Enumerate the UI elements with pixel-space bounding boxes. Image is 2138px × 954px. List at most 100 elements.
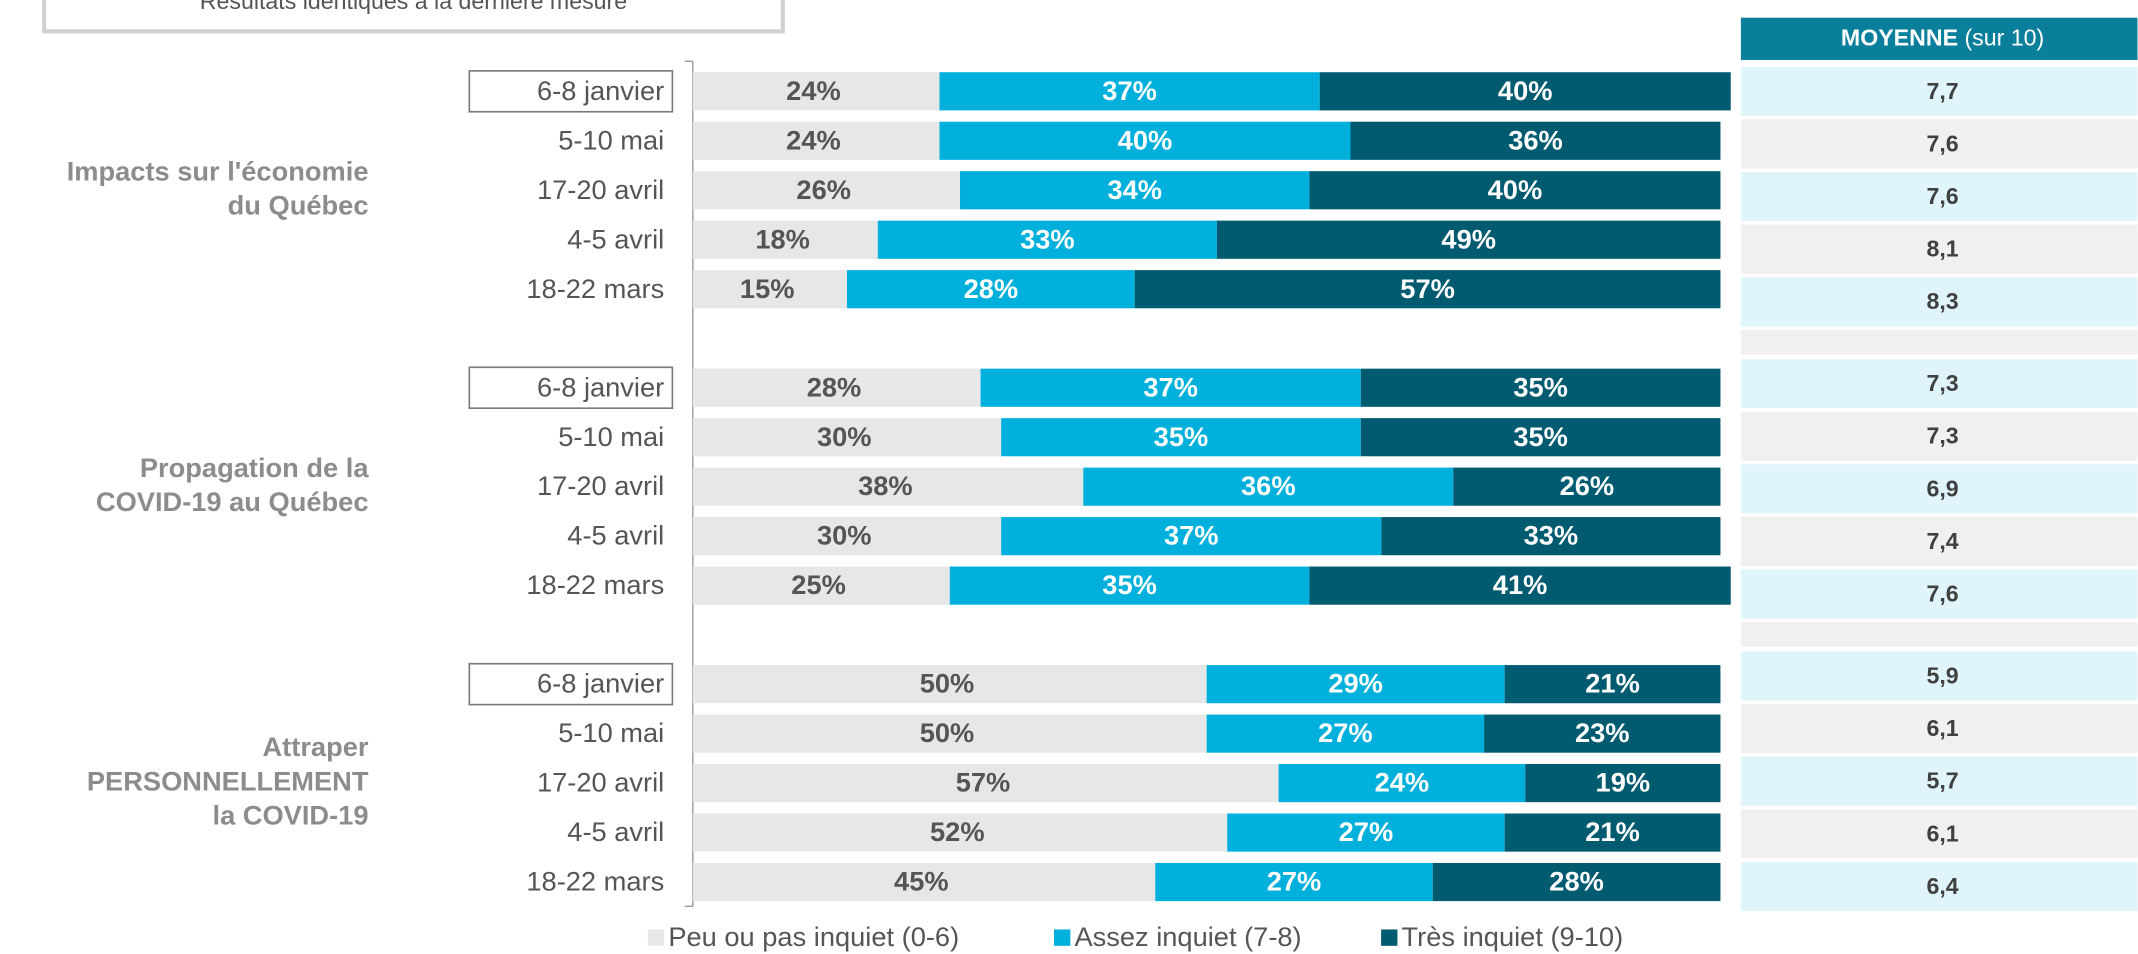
bar-value-label: 33% [1020, 223, 1075, 254]
bar-value-label: 35% [1513, 421, 1568, 452]
mean-value: 6,1 [1926, 820, 1958, 846]
bar-value-label: 37% [1164, 520, 1219, 551]
bar-segment [1134, 270, 1721, 309]
bar-value-label: 18% [755, 223, 810, 254]
bar-value-label: 19% [1596, 767, 1651, 798]
mean-cell [1740, 861, 2138, 911]
bar-segment [692, 813, 1228, 852]
category-box [468, 70, 674, 113]
note-box [42, 0, 785, 34]
legend-swatch [647, 929, 665, 946]
category-label: 17-20 avril [537, 767, 664, 798]
bar-value-label: 26% [1560, 470, 1615, 501]
bar-value-label: 33% [1524, 520, 1579, 551]
mean-cell [1740, 516, 2138, 566]
bar-segment [877, 220, 1217, 259]
mean-value: 7,6 [1926, 130, 1958, 156]
bar-segment [1278, 764, 1526, 803]
bar-value-label: 40% [1488, 174, 1543, 205]
mean-cell [1740, 756, 2138, 806]
bar-segment [692, 72, 940, 111]
category-label: 4-5 avril [567, 223, 664, 254]
mean-cell [1740, 809, 2138, 859]
group-label: Attraper [262, 731, 368, 762]
bar-value-label: 50% [920, 668, 975, 699]
mean-cell [1740, 119, 2138, 169]
bar-segment [692, 121, 940, 160]
bar-value-label: 24% [786, 124, 841, 155]
group-label: Impacts sur l'économie [67, 155, 369, 186]
bar-value-label: 35% [1513, 371, 1568, 402]
bar-value-label: 24% [1375, 767, 1430, 798]
mean-value: 7,7 [1926, 78, 1958, 104]
legend-label: Peu ou pas inquiet (0-6) [668, 921, 959, 952]
mean-value: 7,3 [1926, 423, 1958, 449]
mean-header: MOYENNE (sur 10) [1841, 25, 2044, 51]
bar-segment [1206, 665, 1505, 704]
mean-value: 8,1 [1926, 236, 1958, 262]
bar-segment [1155, 862, 1433, 902]
bar-value-label: 26% [796, 174, 851, 205]
legend-label: Assez inquiet (7-8) [1074, 921, 1301, 952]
bar-value-label: 36% [1241, 470, 1296, 501]
bar-segment [1360, 368, 1721, 407]
mean-value: 7,4 [1926, 528, 1958, 554]
bar-segment [692, 665, 1207, 704]
bar-value-label: 27% [1267, 866, 1322, 897]
group-label: Propagation de la [140, 452, 369, 483]
bar-segment [960, 171, 1310, 210]
mean-cell [1740, 622, 2138, 647]
bar-value-label: 38% [858, 470, 913, 501]
mean-value: 7,6 [1926, 581, 1958, 607]
bar-value-label: 28% [964, 273, 1019, 304]
mean-cell [1740, 569, 2138, 619]
category-label: 18-22 mars [526, 866, 664, 897]
bar-segment [939, 121, 1351, 160]
bar-segment [692, 220, 878, 259]
bar-segment [1206, 714, 1485, 753]
bar-value-label: 37% [1143, 371, 1198, 402]
bar-value-label: 23% [1575, 717, 1630, 748]
bar-segment [1504, 665, 1721, 704]
mean-header-title: MOYENNE [1841, 25, 1958, 51]
bar-value-label: 35% [1102, 569, 1157, 600]
category-box [468, 366, 674, 409]
bar-segment [692, 270, 847, 309]
mean-value: 5,9 [1926, 662, 1958, 688]
mean-cell [1740, 224, 2138, 274]
bar-segment [692, 368, 981, 407]
bar-value-label: 29% [1328, 668, 1383, 699]
category-label: 4-5 avril [567, 816, 664, 847]
mean-cell [1740, 66, 2138, 116]
bar-value-label: 35% [1154, 421, 1209, 452]
mean-value: 6,4 [1926, 873, 1958, 899]
mean-cell [1740, 651, 2138, 701]
bar-segment [1319, 72, 1731, 111]
bar-value-label: 50% [920, 717, 975, 748]
bar-value-label: 27% [1318, 717, 1373, 748]
category-box [468, 662, 674, 706]
mean-value: 7,6 [1926, 183, 1958, 209]
category-label: 17-20 avril [537, 174, 664, 205]
category-label: 18-22 mars [526, 569, 664, 600]
bar-segment [692, 566, 950, 605]
bar-segment [949, 566, 1310, 605]
mean-value: 6,9 [1926, 475, 1958, 501]
bar-value-label: 28% [1549, 866, 1604, 897]
bar-segment [1453, 467, 1721, 506]
bar-value-label: 21% [1585, 668, 1640, 699]
bar-segment [1309, 566, 1731, 605]
bar-value-label: 37% [1102, 75, 1157, 106]
bar-segment [1309, 171, 1721, 210]
category-label: 6-8 janvier [537, 371, 664, 402]
category-label: 5-10 mai [558, 124, 664, 155]
group-label: PERSONNELLEMENT [87, 765, 369, 796]
group-label: la COVID-19 [213, 799, 369, 830]
category-label: 5-10 mai [558, 421, 664, 452]
bar-segment [980, 368, 1361, 407]
bar-value-label: 15% [740, 273, 795, 304]
bar-value-label: 34% [1107, 174, 1162, 205]
mean-value: 7,3 [1926, 370, 1958, 396]
bar-segment [1001, 418, 1361, 457]
